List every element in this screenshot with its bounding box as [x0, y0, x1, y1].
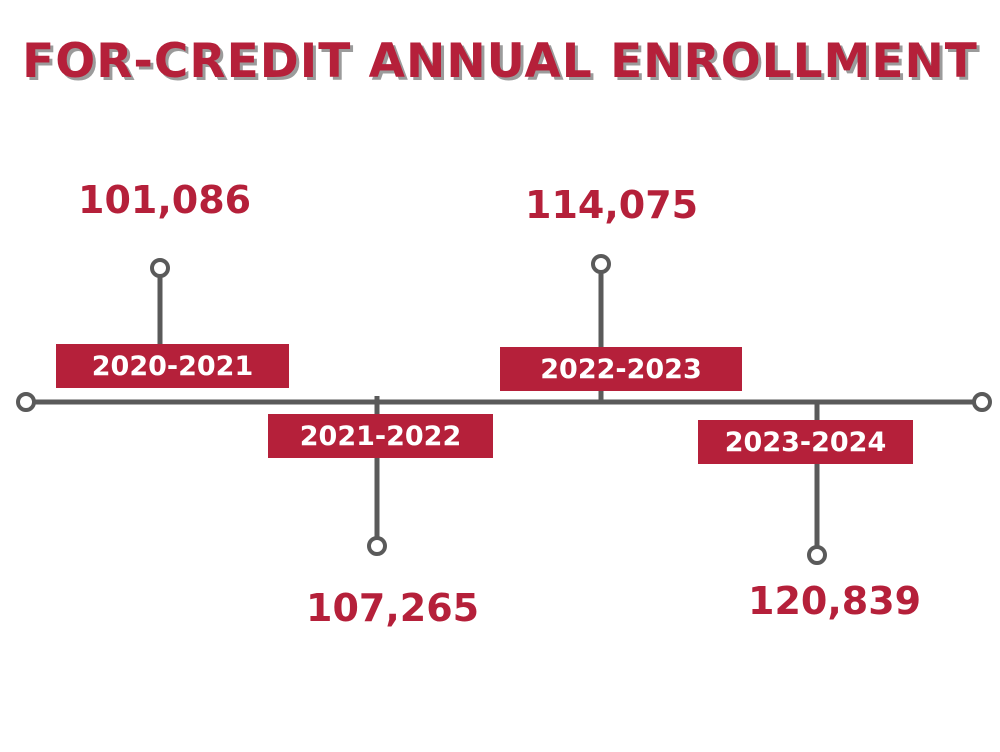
year-label-2020-2021: 2020-2021 — [56, 344, 289, 388]
enrollment-value-2020-2021: 101,086 — [78, 178, 252, 222]
page-title: FOR-CREDIT ANNUAL ENROLLMENT — [22, 34, 978, 89]
axis-start-node — [16, 392, 36, 412]
axis-end-node — [972, 392, 992, 412]
node-2021-2022 — [367, 536, 387, 556]
node-2022-2023 — [591, 254, 611, 274]
year-label-2021-2022: 2021-2022 — [268, 414, 493, 458]
node-2020-2021 — [150, 258, 170, 278]
year-label-2022-2023: 2022-2023 — [500, 347, 742, 391]
enrollment-value-2023-2024: 120,839 — [748, 579, 922, 623]
node-2023-2024 — [807, 545, 827, 565]
enrollment-value-2021-2022: 107,265 — [306, 586, 480, 630]
year-label-2023-2024: 2023-2024 — [698, 420, 913, 464]
enrollment-value-2022-2023: 114,075 — [525, 183, 699, 227]
